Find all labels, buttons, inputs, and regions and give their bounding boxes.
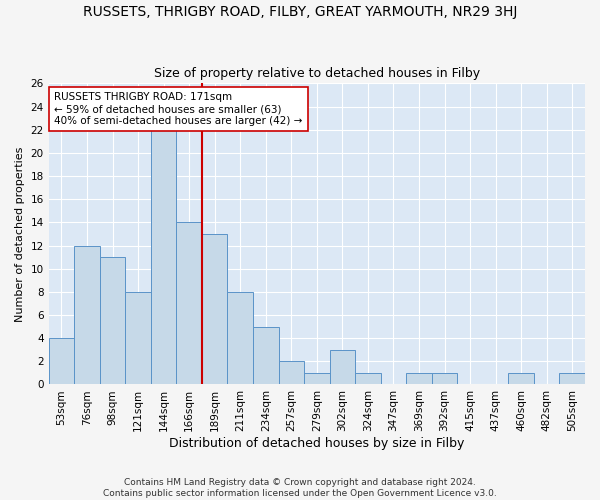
Bar <box>74 246 100 384</box>
Bar <box>355 373 380 384</box>
Bar <box>508 373 534 384</box>
Bar <box>151 130 176 384</box>
Bar <box>253 326 278 384</box>
Bar <box>278 362 304 384</box>
Text: RUSSETS, THRIGBY ROAD, FILBY, GREAT YARMOUTH, NR29 3HJ: RUSSETS, THRIGBY ROAD, FILBY, GREAT YARM… <box>83 5 517 19</box>
Bar <box>406 373 432 384</box>
Y-axis label: Number of detached properties: Number of detached properties <box>15 146 25 322</box>
Bar <box>329 350 355 384</box>
Bar <box>559 373 585 384</box>
Bar <box>125 292 151 384</box>
Bar <box>49 338 74 384</box>
Bar <box>202 234 227 384</box>
X-axis label: Distribution of detached houses by size in Filby: Distribution of detached houses by size … <box>169 437 464 450</box>
Text: RUSSETS THRIGBY ROAD: 171sqm
← 59% of detached houses are smaller (63)
40% of se: RUSSETS THRIGBY ROAD: 171sqm ← 59% of de… <box>54 92 302 126</box>
Bar <box>432 373 457 384</box>
Bar <box>304 373 329 384</box>
Bar <box>100 257 125 384</box>
Text: Contains HM Land Registry data © Crown copyright and database right 2024.
Contai: Contains HM Land Registry data © Crown c… <box>103 478 497 498</box>
Title: Size of property relative to detached houses in Filby: Size of property relative to detached ho… <box>154 66 480 80</box>
Bar <box>176 222 202 384</box>
Bar <box>227 292 253 384</box>
